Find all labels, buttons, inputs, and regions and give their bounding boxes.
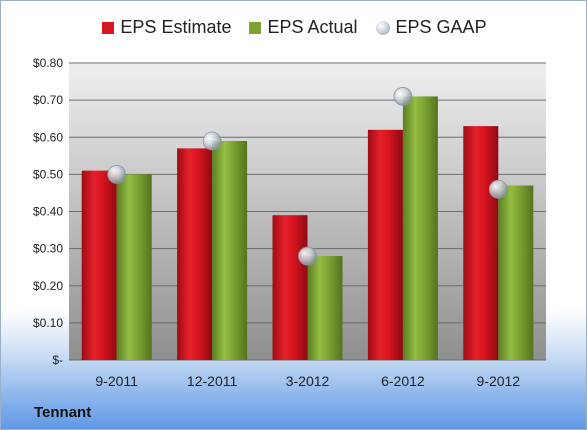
legend-swatch-estimate xyxy=(102,21,115,34)
x-tick-label: 9-2012 xyxy=(477,373,521,389)
bar-actual xyxy=(116,174,152,360)
gaap-marker xyxy=(298,246,317,266)
bar-estimate xyxy=(463,126,499,360)
legend-item-estimate: EPS Estimate xyxy=(102,17,231,38)
y-tick-label: $0.40 xyxy=(33,205,63,219)
legend-swatch-actual xyxy=(249,21,262,34)
company-name: Tennant xyxy=(34,404,92,421)
bar-actual xyxy=(307,256,343,360)
x-tick-label: 9-2011 xyxy=(95,373,138,389)
legend-item-gaap: EPS GAAP xyxy=(375,17,487,38)
legend: EPS Estimate EPS Actual EPS GAAP xyxy=(1,17,586,38)
bar-actual xyxy=(498,185,534,360)
bar-actual xyxy=(212,140,248,360)
gaap-marker xyxy=(393,87,413,106)
y-tick-label: $0.80 xyxy=(33,56,63,70)
bar-estimate xyxy=(81,170,117,360)
y-tick-label: $0.30 xyxy=(33,242,63,256)
bar-estimate xyxy=(367,129,403,360)
bar-estimate xyxy=(272,215,308,360)
y-tick-label: $0.70 xyxy=(33,93,63,107)
gaap-marker xyxy=(202,131,222,151)
y-tick-label: $0.50 xyxy=(33,167,63,181)
y-tick-label: $0.10 xyxy=(33,316,63,330)
y-tick-label: $- xyxy=(52,353,63,367)
y-tick-label: $0.60 xyxy=(33,130,63,144)
x-tick-label: 12-2011 xyxy=(187,373,238,389)
legend-label-estimate: EPS Estimate xyxy=(120,17,232,37)
gaap-marker xyxy=(488,179,508,199)
x-tick-label: 3-2012 xyxy=(286,373,330,389)
bar-actual xyxy=(402,96,438,360)
legend-label-actual: EPS Actual xyxy=(267,17,358,37)
y-tick-label: $0.20 xyxy=(33,279,63,293)
legend-marker-gaap xyxy=(375,20,390,35)
legend-item-actual: EPS Actual xyxy=(249,17,358,38)
x-tick-label: 6-2012 xyxy=(381,373,425,389)
gaap-marker xyxy=(107,164,127,184)
bar-estimate xyxy=(177,148,213,360)
legend-label-gaap: EPS GAAP xyxy=(395,17,487,37)
